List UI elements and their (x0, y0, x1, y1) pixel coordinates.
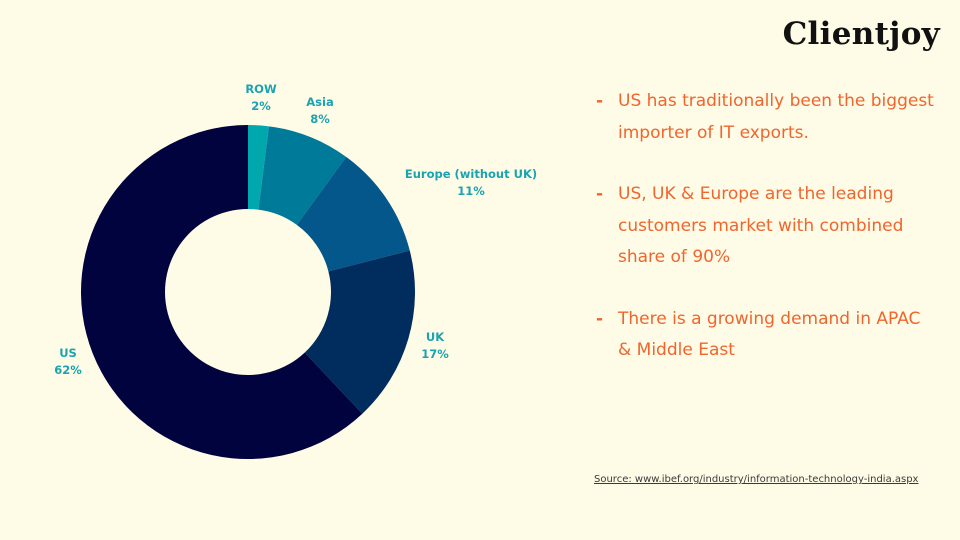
slice-label-value: 8% (310, 112, 330, 126)
bullet-text: US has traditionally been the biggest im… (618, 91, 934, 143)
slice-label-value: 2% (251, 99, 271, 113)
slice-uk (304, 250, 416, 414)
slice-label-name: Asia (306, 95, 333, 109)
source-link[interactable]: Source: www.ibef.org/industry/informatio… (594, 474, 919, 485)
slice-asia (258, 126, 347, 225)
bullet-item: - There is a growing demand in APAC & Mi… (594, 304, 934, 367)
bullet-dash: - (596, 308, 604, 329)
slice-label-value: 11% (457, 184, 485, 198)
slice-label: Europe (without UK) 11% (405, 167, 537, 198)
slice-europe-without-uk (296, 156, 410, 272)
bullet-text: There is a growing demand in APAC & Midd… (618, 308, 921, 361)
slice-row (248, 125, 269, 210)
bullet-text: US, UK & Europe are the leading customer… (618, 184, 904, 267)
slice-label-name: ROW (245, 82, 277, 96)
slice-label: ROW 2% (245, 82, 277, 113)
slice-us (81, 125, 363, 459)
bullet-item: - US, UK & Europe are the leading custom… (594, 179, 934, 274)
bullet-item: - US has traditionally been the biggest … (594, 86, 934, 149)
slice-label-value: 17% (421, 347, 449, 361)
slice-label-name: Europe (without UK) (405, 167, 537, 181)
clientjoy-logo: Clientjoy (782, 16, 940, 52)
slice-label-name: US (59, 346, 77, 360)
slice-label: Asia 8% (306, 95, 333, 126)
slice-label: UK 17% (421, 330, 449, 361)
bullet-list: - US has traditionally been the biggest … (594, 86, 934, 397)
slice-label-value: 62% (54, 363, 82, 377)
donut-chart: ROW 2% Asia 8% Europe (without UK) 11% UK 17% US… (54, 82, 537, 459)
bullet-dash: - (596, 184, 604, 204)
bullet-dash: - (596, 91, 604, 111)
slice-label: US 62% (54, 346, 82, 377)
slice-label-name: UK (426, 330, 445, 344)
